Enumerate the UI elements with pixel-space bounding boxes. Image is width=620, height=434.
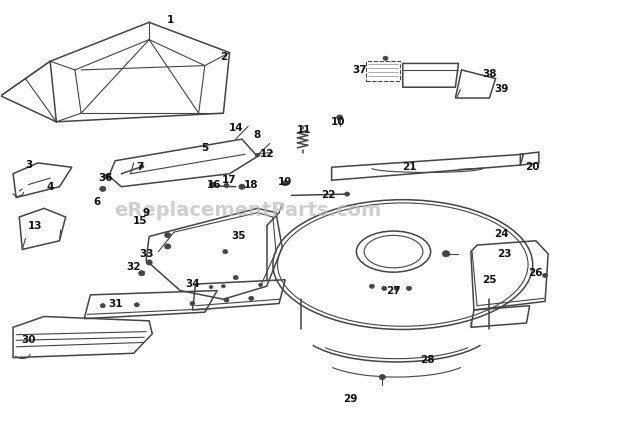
Ellipse shape: [255, 153, 260, 157]
Text: 18: 18: [244, 180, 259, 190]
Text: 32: 32: [126, 262, 141, 272]
Text: 5: 5: [202, 143, 208, 153]
Ellipse shape: [383, 56, 388, 60]
Text: 9: 9: [143, 208, 149, 218]
Text: eReplacementParts.com: eReplacementParts.com: [115, 201, 382, 220]
Ellipse shape: [382, 286, 387, 290]
Text: 8: 8: [254, 130, 261, 140]
Text: 15: 15: [133, 216, 147, 226]
Text: 16: 16: [207, 180, 221, 190]
Ellipse shape: [221, 285, 225, 288]
Ellipse shape: [345, 192, 350, 196]
Text: 20: 20: [525, 162, 540, 172]
Ellipse shape: [407, 286, 412, 290]
Ellipse shape: [165, 244, 171, 249]
Text: 30: 30: [21, 335, 36, 345]
Text: 11: 11: [296, 125, 311, 135]
Text: 3: 3: [25, 160, 32, 170]
Ellipse shape: [224, 183, 229, 187]
Text: 2: 2: [219, 52, 227, 62]
Ellipse shape: [209, 182, 215, 187]
Text: 19: 19: [278, 178, 293, 187]
Text: 23: 23: [498, 249, 512, 259]
Ellipse shape: [146, 260, 153, 265]
Text: 26: 26: [528, 268, 543, 278]
Ellipse shape: [209, 286, 213, 289]
Ellipse shape: [259, 283, 262, 286]
Text: 25: 25: [482, 275, 497, 285]
Text: 37: 37: [352, 65, 367, 75]
Text: 38: 38: [482, 69, 497, 79]
Text: 7: 7: [136, 162, 144, 172]
Text: 21: 21: [402, 162, 416, 172]
Ellipse shape: [139, 271, 145, 276]
Text: 35: 35: [232, 231, 246, 241]
Ellipse shape: [135, 303, 140, 307]
Ellipse shape: [100, 304, 105, 308]
Ellipse shape: [394, 286, 399, 290]
Text: 17: 17: [222, 175, 237, 185]
Ellipse shape: [379, 375, 386, 380]
Ellipse shape: [337, 115, 343, 120]
Text: 24: 24: [495, 229, 509, 239]
Text: 6: 6: [93, 197, 100, 207]
Text: 33: 33: [139, 249, 153, 259]
Text: 34: 34: [185, 279, 200, 289]
Text: 10: 10: [330, 117, 345, 127]
Ellipse shape: [224, 298, 229, 302]
Text: 4: 4: [46, 182, 54, 192]
Text: 36: 36: [99, 173, 113, 183]
Text: 27: 27: [386, 286, 401, 296]
Text: 29: 29: [343, 394, 357, 404]
Ellipse shape: [249, 296, 254, 300]
Ellipse shape: [370, 284, 374, 288]
Ellipse shape: [542, 273, 547, 277]
Ellipse shape: [100, 186, 106, 191]
Text: 1: 1: [167, 15, 174, 25]
Text: 28: 28: [420, 355, 435, 365]
Text: 12: 12: [259, 149, 274, 159]
Ellipse shape: [443, 251, 450, 257]
Ellipse shape: [165, 233, 171, 238]
Text: 39: 39: [495, 84, 509, 94]
Ellipse shape: [282, 181, 288, 186]
Text: 31: 31: [108, 299, 122, 309]
Text: 13: 13: [27, 220, 42, 230]
Ellipse shape: [239, 184, 245, 189]
Ellipse shape: [140, 164, 144, 168]
Text: 22: 22: [321, 191, 336, 201]
Ellipse shape: [105, 174, 111, 179]
Ellipse shape: [223, 250, 228, 254]
Ellipse shape: [190, 302, 195, 306]
Text: 14: 14: [228, 123, 243, 133]
Ellipse shape: [233, 276, 238, 279]
